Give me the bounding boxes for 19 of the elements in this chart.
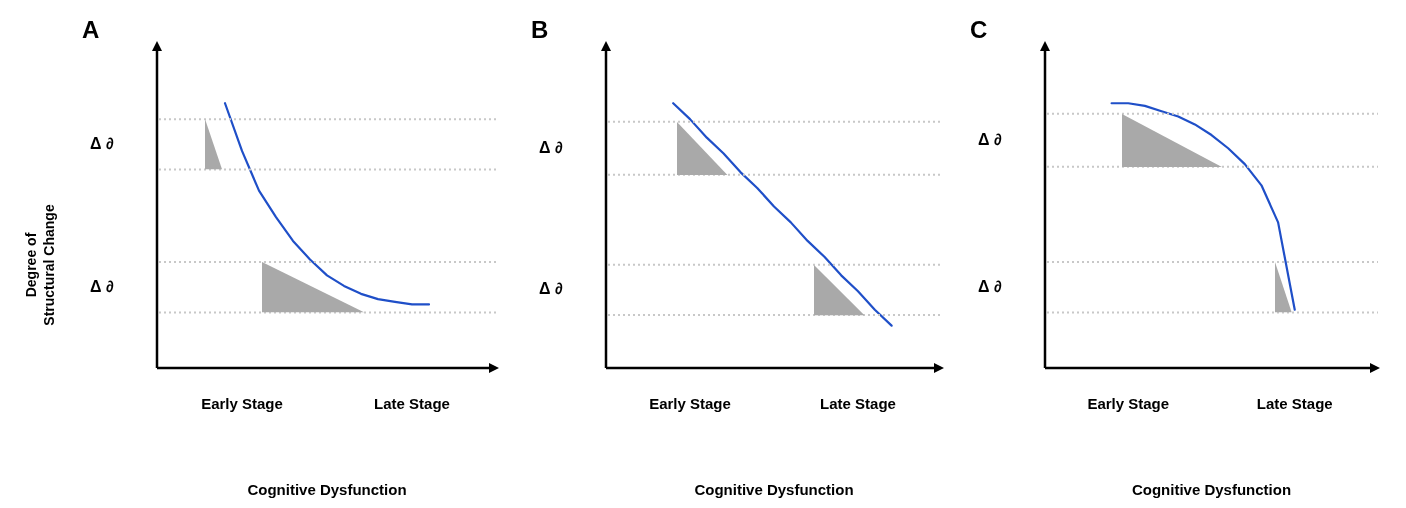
x-tick-label: Late Stage (820, 395, 896, 413)
x-tick-label: Early Stage (649, 395, 731, 413)
chart-title: A (82, 16, 100, 43)
x-axis-title: Cognitive Dysfunction (694, 481, 854, 499)
x-axis-title: Cognitive Dysfunction (247, 481, 407, 499)
chart-title: B (531, 16, 549, 43)
y-axis-title: Degree of Structural Change (22, 204, 57, 326)
chart-title: C (970, 16, 988, 43)
x-tick-label: Early Stage (1087, 395, 1170, 413)
text: Δ ∂ (90, 134, 115, 152)
x-tick-label: Early Stage (201, 395, 283, 413)
x-axis-title: Cognitive Dysfunction (1131, 481, 1292, 499)
text: Δ ∂ (90, 277, 115, 295)
text: Δ ∂ (539, 138, 564, 156)
text: Δ ∂ (978, 130, 1003, 148)
text: Δ ∂ (539, 280, 564, 298)
x-tick-label: Late Stage (1256, 395, 1333, 413)
text: Δ ∂ (978, 277, 1003, 295)
x-tick-label: Late Stage (374, 395, 450, 413)
